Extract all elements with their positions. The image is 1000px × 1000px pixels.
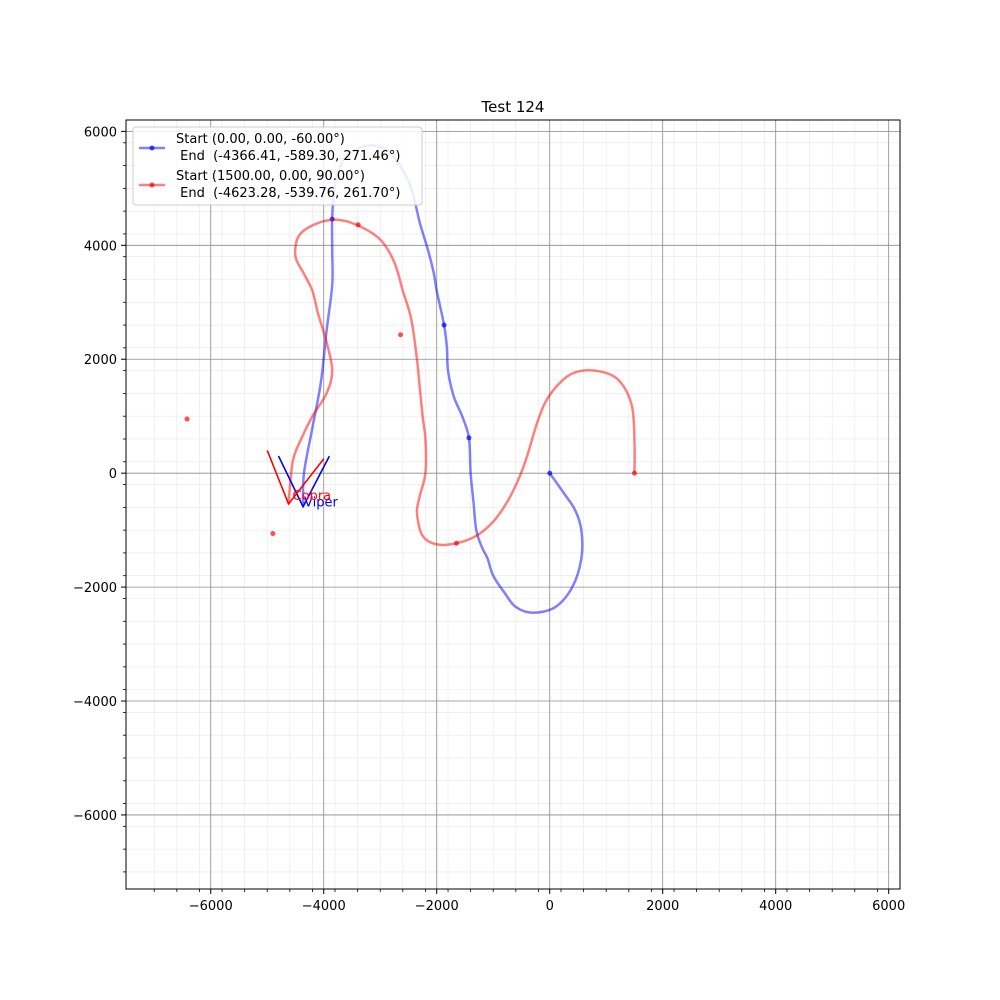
y-tick-label: 6000: [84, 125, 117, 140]
legend-label-red-end: End (-4623.28, -539.76, 261.70°): [176, 186, 400, 201]
robot-label-viper: Viper: [304, 496, 338, 511]
trajectory-point-0: [441, 322, 447, 328]
x-tick-label: 6000: [872, 899, 905, 914]
legend: Start (0.00, 0.00, -60.00°) End (-4366.4…: [132, 126, 423, 206]
x-tick-label: −4000: [302, 899, 346, 914]
trajectory-point-1: [631, 470, 637, 476]
trajectory-point-0: [547, 470, 553, 476]
trajectory-point-1: [270, 531, 276, 537]
trajectory-line-1: [287, 218, 636, 547]
legend-label-blue-end: End (-4366.41, -589.30, 271.46°): [176, 149, 400, 164]
legend-box: [132, 126, 423, 206]
robot-marker-cobra: [266, 450, 325, 506]
legend-label-blue-start: Start (0.00, 0.00, -60.00°): [176, 132, 345, 147]
axis-ticks: −6000 −4000 −2000 0 2000 4000 6000 −6000 −4000 −2…: [73, 125, 905, 914]
y-tick-label: 2000: [84, 353, 117, 368]
chart-title: Test 124: [481, 98, 545, 116]
y-tick-label: −2000: [73, 581, 117, 596]
plot-frame: [125, 119, 901, 890]
x-tick-label: −2000: [415, 899, 459, 914]
trajectory-point-1: [355, 222, 361, 228]
trajectory-point-1: [454, 540, 460, 546]
minor-grid: [126, 120, 900, 889]
y-tick-label: −6000: [73, 809, 117, 824]
y-tick-label: 0: [109, 467, 117, 482]
legend-label-red-start: Start (1500.00, 0.00, 90.00°): [176, 169, 365, 184]
robot-label-cobra: Cobra: [293, 489, 332, 504]
trajectory-point-1: [398, 332, 404, 338]
y-tick-label: 4000: [84, 239, 117, 254]
x-tick-label: −6000: [189, 899, 233, 914]
trajectory-point-1: [184, 416, 190, 422]
x-tick-label: 2000: [646, 899, 679, 914]
x-tick-label: 0: [546, 899, 554, 914]
trajectory-point-0: [466, 435, 472, 441]
y-tick-label: −4000: [73, 695, 117, 710]
x-tick-label: 4000: [759, 899, 792, 914]
trajectories: [184, 144, 637, 614]
legend-marker-blue: [149, 145, 155, 151]
legend-marker-red: [149, 182, 155, 188]
robot-marker-viper: [277, 455, 331, 509]
trajectory-line-0: [301, 144, 584, 614]
major-grid: [126, 120, 900, 889]
